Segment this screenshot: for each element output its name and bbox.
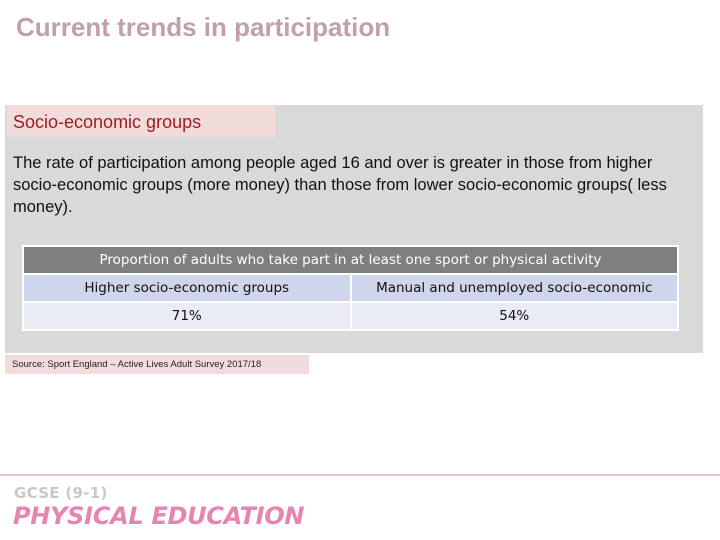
source-note: Source: Sport England – Active Lives Adu… [5,355,309,374]
logo-physical-education: PHYSICAL EDUCATION [13,502,305,530]
slide-title: Current trends in participation [16,12,391,42]
table-header-row: Higher socio-economic groups Manual and … [22,273,679,303]
table-row: 71% 54% [22,301,679,331]
logo-gcse: GCSE (9-1) [14,484,108,502]
value-manual: 54% [349,301,679,331]
column-header-higher: Higher socio-economic groups [22,273,352,303]
section-label: Socio-economic groups [7,105,275,137]
footer-divider [0,474,720,476]
body-paragraph: The rate of participation among people a… [13,154,667,216]
column-header-manual: Manual and unemployed socio-economic [349,273,679,303]
participation-table: Proportion of adults who take part in at… [22,245,679,331]
table-caption: Proportion of adults who take part in at… [22,245,679,275]
value-higher: 71% [22,301,352,331]
